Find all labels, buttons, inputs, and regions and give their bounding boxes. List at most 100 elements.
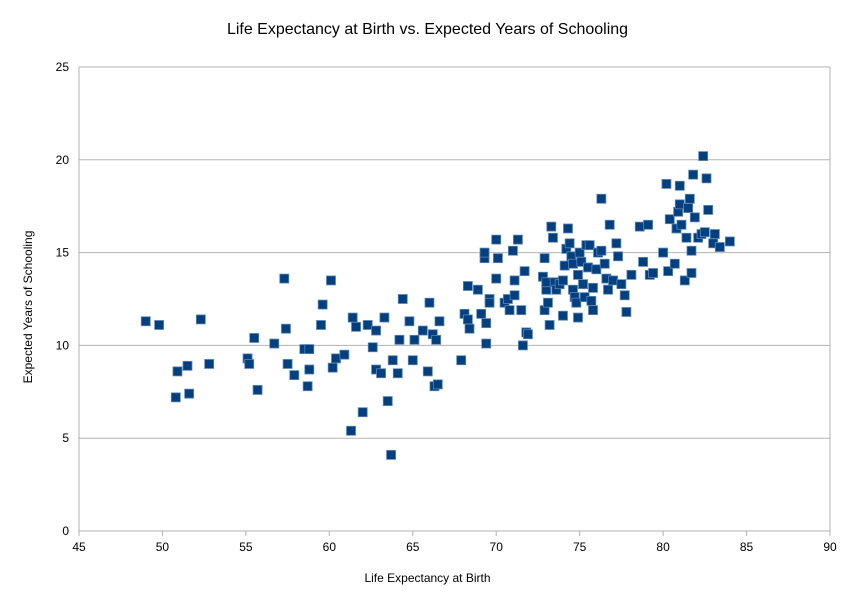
data-point — [544, 320, 555, 330]
data-point — [508, 245, 518, 256]
data-point — [559, 260, 570, 271]
data-point — [281, 323, 291, 334]
data-point — [584, 240, 595, 251]
data-point — [304, 364, 315, 375]
data-point — [504, 305, 515, 316]
data-point — [204, 359, 215, 369]
chart-title: Life Expectancy at Birth vs. Expected Ye… — [226, 21, 629, 38]
data-point — [709, 229, 720, 239]
data-point — [304, 344, 315, 355]
data-point — [289, 370, 300, 380]
x-tick-label: 80 — [656, 540, 670, 554]
data-point — [658, 247, 669, 258]
data-point — [543, 297, 553, 308]
data-point — [249, 333, 260, 343]
data-point — [351, 321, 361, 332]
data-point — [568, 258, 578, 269]
data-point — [432, 379, 443, 390]
data-point — [613, 251, 623, 262]
data-point — [679, 275, 690, 286]
data-point — [626, 269, 637, 280]
data-point — [279, 273, 290, 284]
data-point — [583, 262, 593, 273]
data-point — [481, 318, 492, 329]
data-point — [599, 258, 610, 269]
data-point — [578, 279, 588, 290]
data-point — [703, 205, 714, 215]
data-point — [394, 334, 405, 345]
y-tick-label: 0 — [62, 524, 69, 538]
data-point — [634, 221, 645, 232]
data-point — [154, 320, 165, 330]
data-point — [689, 212, 700, 223]
data-point — [362, 320, 373, 330]
data-point — [392, 368, 403, 379]
x-tick-label: 50 — [156, 540, 170, 554]
data-point — [539, 253, 550, 264]
data-point — [596, 245, 607, 256]
x-tick-label: 45 — [72, 540, 86, 554]
data-point — [619, 290, 630, 301]
data-point — [182, 360, 193, 371]
data-point — [513, 234, 523, 245]
data-point — [674, 199, 685, 210]
data-point — [357, 407, 368, 418]
data-point — [608, 275, 618, 286]
data-point — [563, 223, 573, 234]
y-tick-label: 15 — [56, 246, 70, 260]
x-tick-label: 55 — [239, 540, 253, 554]
data-point — [686, 268, 697, 278]
data-point — [386, 450, 396, 460]
data-point — [591, 264, 602, 275]
data-point — [462, 314, 473, 325]
y-tick-label: 20 — [56, 153, 70, 167]
data-point — [170, 392, 181, 403]
data-point — [558, 275, 568, 286]
data-point — [643, 219, 653, 230]
y-tick-label: 10 — [56, 338, 70, 352]
data-point — [684, 193, 695, 204]
data-point — [484, 297, 495, 308]
data-point — [663, 266, 674, 277]
data-point — [302, 381, 313, 392]
data-point — [588, 305, 598, 316]
x-tick-label: 85 — [740, 540, 754, 554]
data-point — [422, 366, 433, 377]
data-point — [586, 295, 597, 306]
data-point — [491, 234, 502, 245]
data-point — [509, 275, 520, 286]
data-point — [541, 277, 552, 288]
data-point — [571, 297, 582, 308]
data-point — [576, 256, 587, 267]
data-point — [456, 355, 467, 366]
data-point — [407, 355, 418, 366]
data-point — [434, 316, 445, 327]
data-point — [371, 325, 381, 336]
y-tick-label: 25 — [56, 60, 70, 74]
data-point — [424, 297, 435, 308]
data-point — [476, 308, 487, 319]
data-point — [546, 221, 557, 232]
data-point — [698, 151, 709, 161]
data-point — [683, 203, 694, 213]
data-point — [327, 362, 338, 373]
data-point — [588, 282, 598, 293]
data-point — [638, 256, 648, 267]
data-point — [462, 281, 473, 291]
data-point — [699, 227, 710, 238]
x-tick-label: 90 — [823, 540, 837, 554]
data-point — [339, 349, 350, 360]
x-axis-label: Life Expectancy at Birth — [364, 571, 491, 585]
data-point — [244, 359, 255, 369]
data-point — [603, 284, 613, 295]
data-point — [379, 312, 390, 323]
data-point — [548, 232, 558, 243]
data-point — [674, 180, 685, 191]
data-point — [431, 334, 442, 345]
data-point — [317, 299, 328, 310]
data-point — [564, 238, 575, 249]
data-point — [282, 359, 293, 369]
data-point — [184, 388, 195, 399]
data-point — [140, 316, 151, 327]
data-point — [573, 269, 583, 280]
